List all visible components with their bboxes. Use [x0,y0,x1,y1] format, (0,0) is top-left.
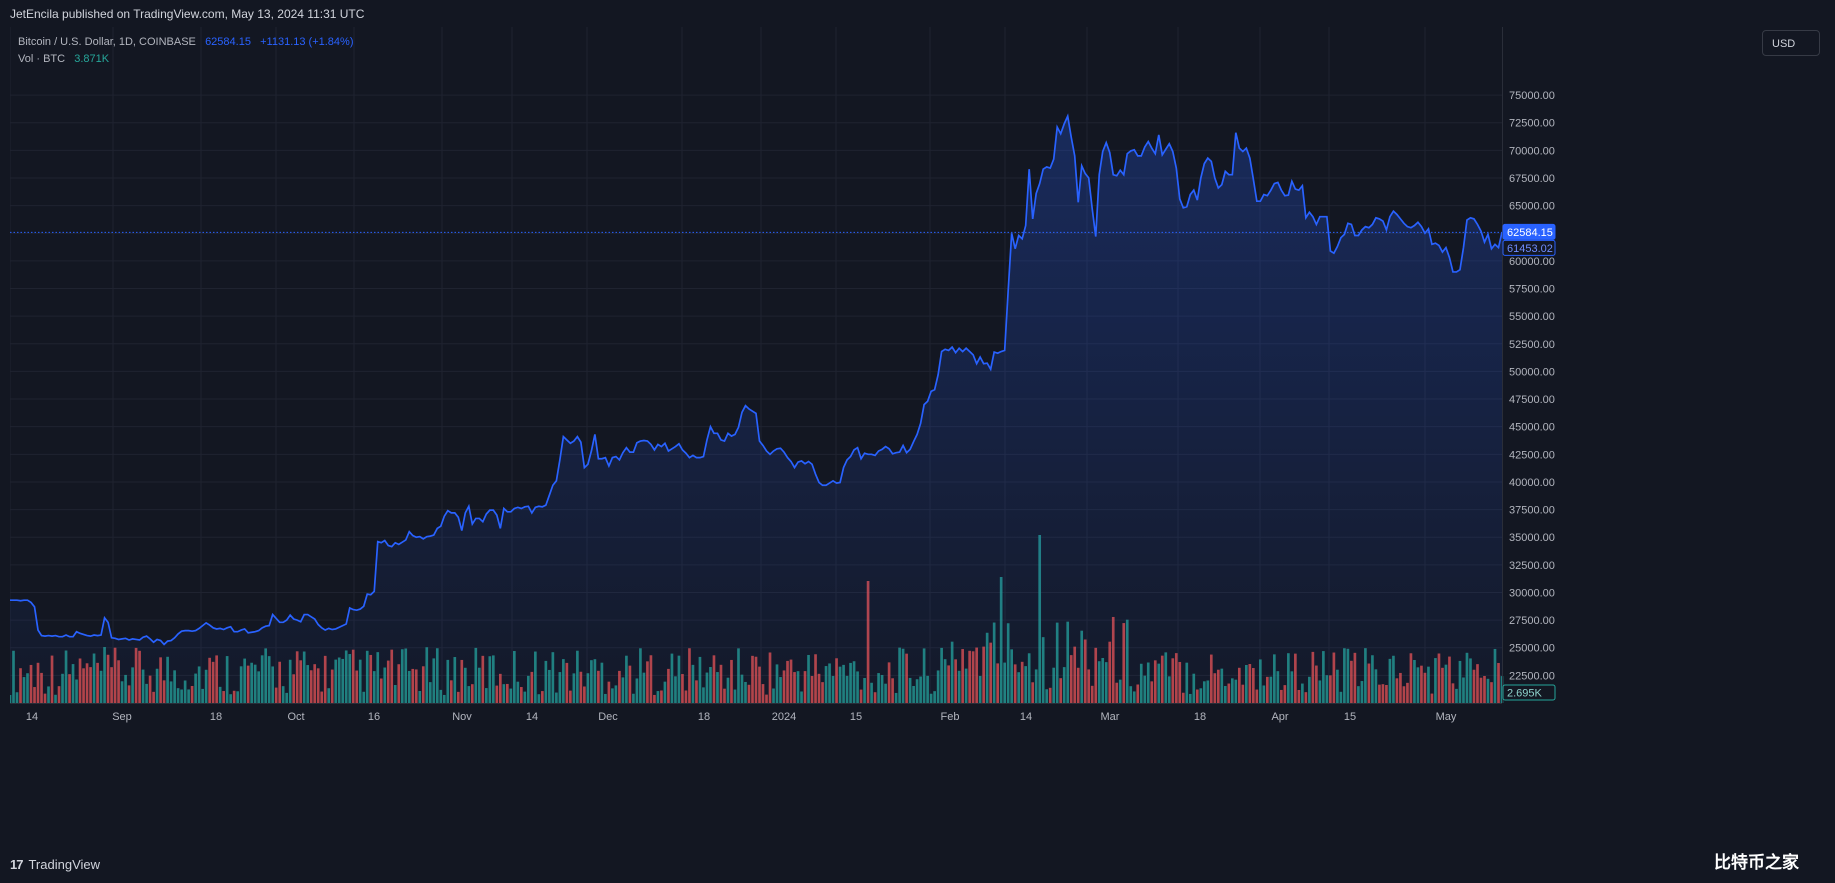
time-tick-label: 15 [850,711,862,723]
time-tick-label: 18 [210,711,222,723]
chart-frame[interactable]: 75000.00 72500.00 70000.00 67500.00 65000.00… [10,27,1757,821]
price-tick-label: 57500.00 [1509,284,1555,296]
time-axis: 14 Sep 18 Oct 16 Nov 14 Dec 18 2024 15 Feb 14 Mar 18 Ap… [10,703,1502,723]
time-tick-label: 16 [368,711,380,723]
legend-symbol-row: Bitcoin / U.S. Dollar, 1D, COINBASE 6258… [18,34,354,51]
price-tick-label: 32500.00 [1509,560,1555,572]
price-markers: 62584.15 61453.02 2.695K [1502,223,1556,701]
legend-volume-row: Vol · BTC 3.871K [18,51,354,68]
tradingview-logo-icon: 17 [10,857,24,872]
price-tick-label: 70000.00 [1509,145,1555,157]
price-tick-label: 40000.00 [1509,477,1555,489]
price-axis: 75000.00 72500.00 70000.00 67500.00 65000.00… [1502,27,1555,703]
price-tick-label: 25000.00 [1509,643,1555,655]
price-tick-label: 55000.00 [1509,311,1555,323]
time-tick-label: Sep [112,711,132,723]
time-tick-label: Mar [1101,711,1120,723]
time-tick-label: Apr [1271,711,1288,723]
legend-change: +1131.13 (+1.84%) [260,36,354,48]
price-tick-label: 30000.00 [1509,587,1555,599]
price-tick-label: 35000.00 [1509,532,1555,544]
time-tick-label: 14 [526,711,538,723]
legend-volume-value: 3.871K [74,53,110,65]
time-tick-label: 18 [698,711,710,723]
time-tick-label: 2024 [772,711,796,723]
time-tick-label: May [1436,711,1457,723]
last-price-label: 62584.15 [1507,227,1553,239]
price-tick-label: 60000.00 [1509,256,1555,268]
price-tick-label: 42500.00 [1509,449,1555,461]
price-tick-label: 72500.00 [1509,118,1555,130]
time-tick-label: Feb [941,711,960,723]
time-tick-label: 14 [1020,711,1032,723]
time-tick-label: 14 [26,711,38,723]
price-tick-label: 50000.00 [1509,366,1555,378]
price-line [10,113,1503,646]
chart-svg[interactable]: 75000.00 72500.00 70000.00 67500.00 65000.00… [10,27,1757,821]
time-tick-label: 15 [1344,711,1356,723]
price-area [10,116,1502,704]
legend-last-price: 62584.15 [205,36,251,48]
price-tick-label: 67500.00 [1509,173,1555,185]
legend-volume-label[interactable]: Vol · BTC [18,53,66,65]
published-header: JetEncila published on TradingView.com, … [10,7,365,21]
prev-close-label-box [1502,239,1556,256]
volume-last-label: 2.695K [1507,688,1543,700]
volume-last-label-box [1502,684,1556,701]
legend-symbol[interactable]: Bitcoin / U.S. Dollar, 1D, COINBASE [18,36,196,48]
watermark: 比特币之家 [1714,853,1799,872]
last-price-label-box [1502,223,1556,240]
price-tick-label: 45000.00 [1509,422,1555,434]
tradingview-brand-text: TradingView [28,857,101,872]
price-tick-label: 52500.00 [1509,339,1555,351]
currency-button[interactable]: USD [1762,30,1820,56]
price-tick-label: 37500.00 [1509,505,1555,517]
price-tick-label: 75000.00 [1509,90,1555,102]
price-tick-label: 47500.00 [1509,394,1555,406]
time-tick-label: Dec [598,711,618,723]
chart-legend: Bitcoin / U.S. Dollar, 1D, COINBASE 6258… [18,34,354,68]
time-tick-label: Nov [452,711,472,723]
time-tick-label: Oct [287,711,304,723]
price-tick-label: 65000.00 [1509,201,1555,213]
time-tick-label: 18 [1194,711,1206,723]
prev-close-label: 61453.02 [1507,243,1553,255]
price-tick-label: 22500.00 [1509,670,1555,682]
price-tick-label: 27500.00 [1509,615,1555,627]
tradingview-logo[interactable]: 17 TradingView [10,857,100,872]
